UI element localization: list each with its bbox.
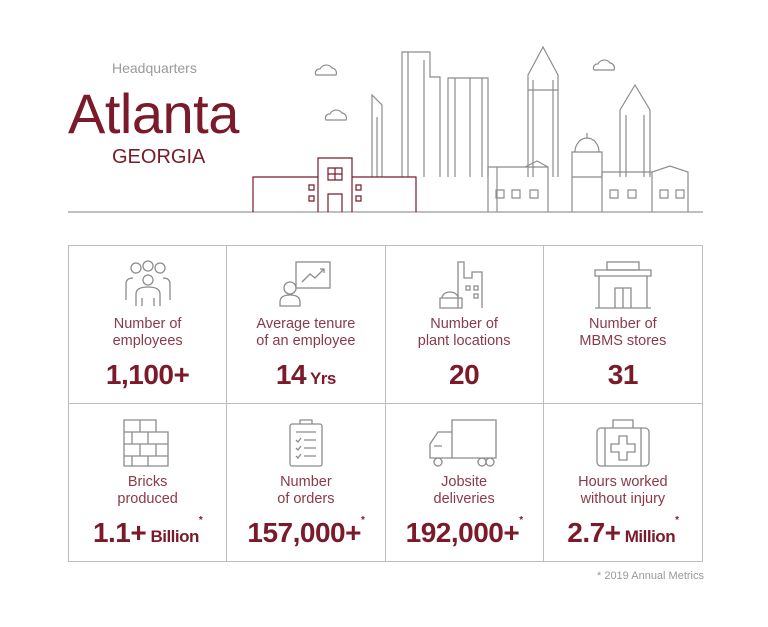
stat-orders: Number of orders 157,000+*	[227, 403, 386, 561]
stat-label: Number of	[430, 316, 498, 332]
factory-icon	[439, 261, 483, 309]
stat-label: deliveries	[433, 490, 495, 507]
stat-plants: Number of plant locations 20	[385, 246, 544, 404]
headquarters-building	[252, 157, 417, 212]
stat-label: plant locations	[417, 333, 511, 349]
storefront-icon	[594, 261, 652, 309]
stat-value: 2.7+ Million*	[567, 514, 679, 548]
footnote: * 2019 Annual Metrics	[596, 570, 704, 582]
stat-employees: Number of employees 1,100+	[69, 246, 228, 404]
stat-label: Bricks	[127, 473, 168, 490]
stat-value: 1,100+	[105, 359, 190, 390]
truck-icon	[429, 418, 497, 467]
stat-label: of an employee	[256, 333, 356, 349]
stat-label: without injury	[580, 490, 666, 507]
clipboard-checklist-icon	[289, 418, 323, 467]
stat-value: 31	[607, 359, 639, 390]
skyline-illustration	[68, 45, 703, 213]
stat-deliveries: Jobsite deliveries 192,000+*	[386, 403, 544, 561]
stat-value: 14 Yrs	[275, 359, 336, 390]
stat-stores: Number of MBMS stores 31	[543, 246, 702, 404]
stat-tenure: Average tenure of an employee 14 Yrs	[227, 246, 386, 404]
stats-grid: Number of employees 1,100+ Average tenure…	[68, 245, 703, 562]
state-label: GEORGIA	[112, 146, 206, 168]
stat-label: Number of	[589, 316, 657, 332]
city-title: Atlanta	[68, 82, 239, 145]
stat-label: Average tenure	[256, 316, 356, 332]
cloud-icon	[592, 59, 616, 71]
stat-value: 1.1+ Billion*	[92, 514, 203, 548]
stat-label: Number	[280, 473, 332, 490]
stat-label: produced	[117, 490, 178, 507]
first-aid-kit-icon	[596, 418, 650, 467]
stat-label: Number of	[113, 316, 182, 332]
cloud-icon	[324, 109, 348, 121]
stat-label: MBMS stores	[579, 333, 667, 349]
stat-bricks: Bricks produced 1.1+ Billion*	[69, 403, 228, 561]
stat-label: Hours worked	[578, 473, 668, 490]
people-group-icon	[124, 260, 171, 306]
presenter-chart-icon	[279, 261, 331, 307]
stat-label: of orders	[277, 490, 335, 507]
stat-value: 20	[449, 359, 480, 390]
stat-value: 157,000+*	[247, 514, 365, 548]
stat-safety: Hours worked without injury 2.7+ Million*	[544, 404, 702, 562]
headquarters-label: Headquarters	[112, 60, 197, 76]
stat-label: employees	[112, 333, 183, 349]
stat-label: Jobsite	[441, 473, 488, 490]
brick-wall-icon	[122, 418, 169, 467]
cloud-icon	[314, 64, 338, 76]
stat-value: 192,000+*	[405, 514, 524, 548]
